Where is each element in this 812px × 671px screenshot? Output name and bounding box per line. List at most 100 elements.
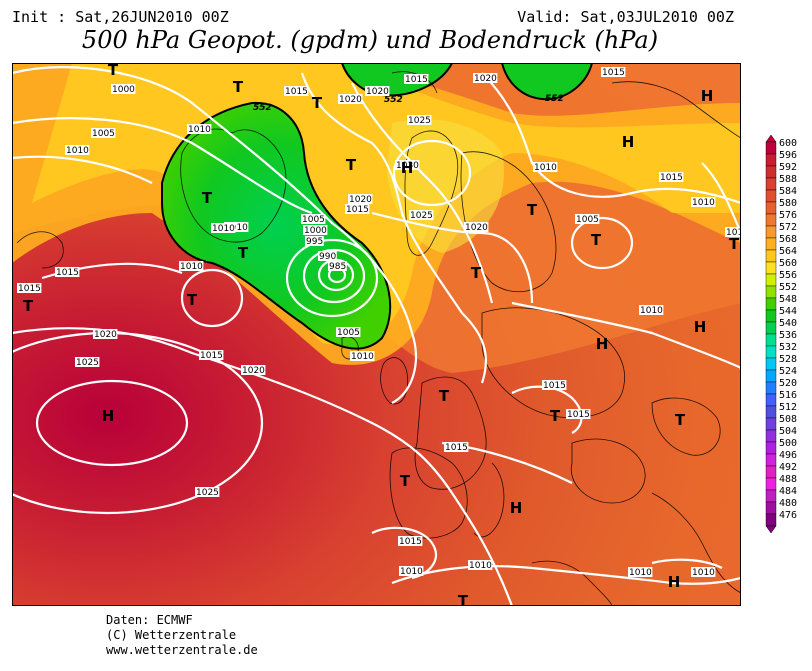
colorbar-level-label: 524 (779, 366, 797, 377)
low-pressure-marker: T (471, 264, 482, 282)
isobar-label: 1010 (212, 224, 235, 234)
isobar-label-bg (404, 74, 429, 84)
isobar-label-bg (601, 67, 626, 77)
colorbar-cell (765, 465, 777, 479)
colorbar-level-label: 484 (779, 486, 797, 497)
init-time: Init : Sat,26JUN2010 00Z (12, 8, 229, 26)
colorbar-level-label: 480 (779, 498, 797, 509)
isobar-label: 1015 (56, 268, 79, 278)
isobar-label: 1020 (474, 74, 497, 84)
isobar-label-bg (301, 214, 326, 224)
isobar-label-bg (55, 267, 80, 277)
isobar-label-bg (542, 380, 567, 390)
high-pressure-marker: H (510, 499, 523, 517)
coastlines (16, 71, 741, 606)
isobar-label: 1000 (112, 85, 135, 95)
colorbar-level-label: 564 (779, 246, 797, 257)
isobar-label-bg (199, 350, 224, 360)
isobar-label: 1010 (180, 262, 203, 272)
isobar-label: 1010 (469, 561, 492, 571)
low-pressure-marker: T (550, 407, 561, 425)
colorbar-level-label: 528 (779, 354, 797, 365)
isobar-label: 1020 (339, 95, 362, 105)
colorbar-cell (765, 501, 777, 515)
low-pressure-marker: T (439, 387, 450, 405)
isobar-label: 1030 (396, 161, 419, 171)
colorbar-cell (765, 513, 777, 527)
colorbar-level-label: 596 (779, 150, 797, 161)
isobar-label: 1010 (351, 352, 374, 362)
colorbar-level-label: 532 (779, 342, 797, 353)
low-pressure-marker: T (238, 244, 249, 262)
isobar-label-bg (395, 160, 420, 170)
isobar-label: 1010 (692, 198, 715, 208)
isobar-label-bg (284, 86, 309, 96)
colorbar-bottom-arrow (765, 525, 777, 534)
isobar-label: 1025 (408, 116, 431, 126)
colorbar-level-label: 548 (779, 294, 797, 305)
colorbar-cell (765, 309, 777, 323)
low-pressure-marker: T (23, 297, 34, 315)
isobar-label-bg (639, 305, 664, 315)
isobar-label-bg (303, 225, 328, 235)
colorbar-legend: 6005965925885845805765725685645605565525… (765, 134, 797, 534)
high-pressure-marker: H (694, 318, 707, 336)
isobar-label-bg (187, 124, 212, 134)
colorbar-level-label: 540 (779, 318, 797, 329)
colorbar-cell (765, 249, 777, 263)
colorbar-level-label: 592 (779, 162, 797, 173)
isobar-label: 990 (319, 252, 336, 262)
low-pressure-marker: T (312, 94, 323, 112)
isobar-label-bg (398, 536, 423, 546)
isobar-label: 1010 (692, 568, 715, 578)
colorbar-level-label: 576 (779, 210, 797, 221)
isobar-label-bg (725, 227, 741, 237)
isobar-label: 1015 (602, 68, 625, 78)
isobar-label-bg (75, 357, 100, 367)
colorbar-level-label: 516 (779, 390, 797, 401)
credits-website: www.wetterzentrale.de (106, 643, 258, 657)
low-pressure-marker: T (591, 231, 602, 249)
isobar-label-bg (328, 261, 347, 271)
isobar-label-bg (365, 86, 390, 96)
colorbar-cell (765, 165, 777, 179)
high-pressure-marker: H (668, 573, 681, 591)
isobar-label: 1010 (640, 306, 663, 316)
colorbar-cell (765, 369, 777, 383)
colorbar-cell (765, 489, 777, 503)
isobar-label: 1015 (567, 410, 590, 420)
low-pressure-marker: T (346, 156, 357, 174)
isobar-label-bg (407, 115, 432, 125)
colorbar-level-label: 572 (779, 222, 797, 233)
isobar-label-bg (65, 145, 90, 155)
isobar-label: 1020 (94, 330, 117, 340)
isobar-label: 1010 (400, 567, 423, 577)
isobar-label-bg (575, 214, 600, 224)
high-pressure-marker: H (401, 159, 414, 177)
colorbar-cell (765, 429, 777, 443)
low-pressure-marker: T (458, 592, 469, 606)
colorbar-cell (765, 261, 777, 275)
isobar-label-bg (659, 172, 684, 182)
isobar-label: 1015 (405, 75, 428, 85)
colorbar-level-label: 512 (779, 402, 797, 413)
colorbar-level-label: 488 (779, 474, 797, 485)
isobar-label: 1020 (242, 366, 265, 376)
isobar-label-bg (464, 222, 489, 232)
isobar-label-bg (241, 365, 266, 375)
colorbar-level-label: 504 (779, 426, 797, 437)
isobar-label-bg (111, 84, 136, 94)
isobar-label-bg (91, 128, 116, 138)
isobar-label: 1025 (410, 211, 433, 221)
colorbar-cell (765, 177, 777, 191)
isobar-label-bg (409, 210, 434, 220)
colorbar-cell (765, 201, 777, 215)
colorbar-cell (765, 441, 777, 455)
isobar-label: 1010 (225, 223, 248, 233)
colorbar-level-label: 492 (779, 462, 797, 473)
isobar-label: 1020 (465, 223, 488, 233)
isobar-label: 1015 (660, 173, 683, 183)
isobar-label-bg (348, 194, 373, 204)
colorbar-level-label: 552 (779, 282, 797, 293)
isobar-label-bg (566, 409, 591, 419)
